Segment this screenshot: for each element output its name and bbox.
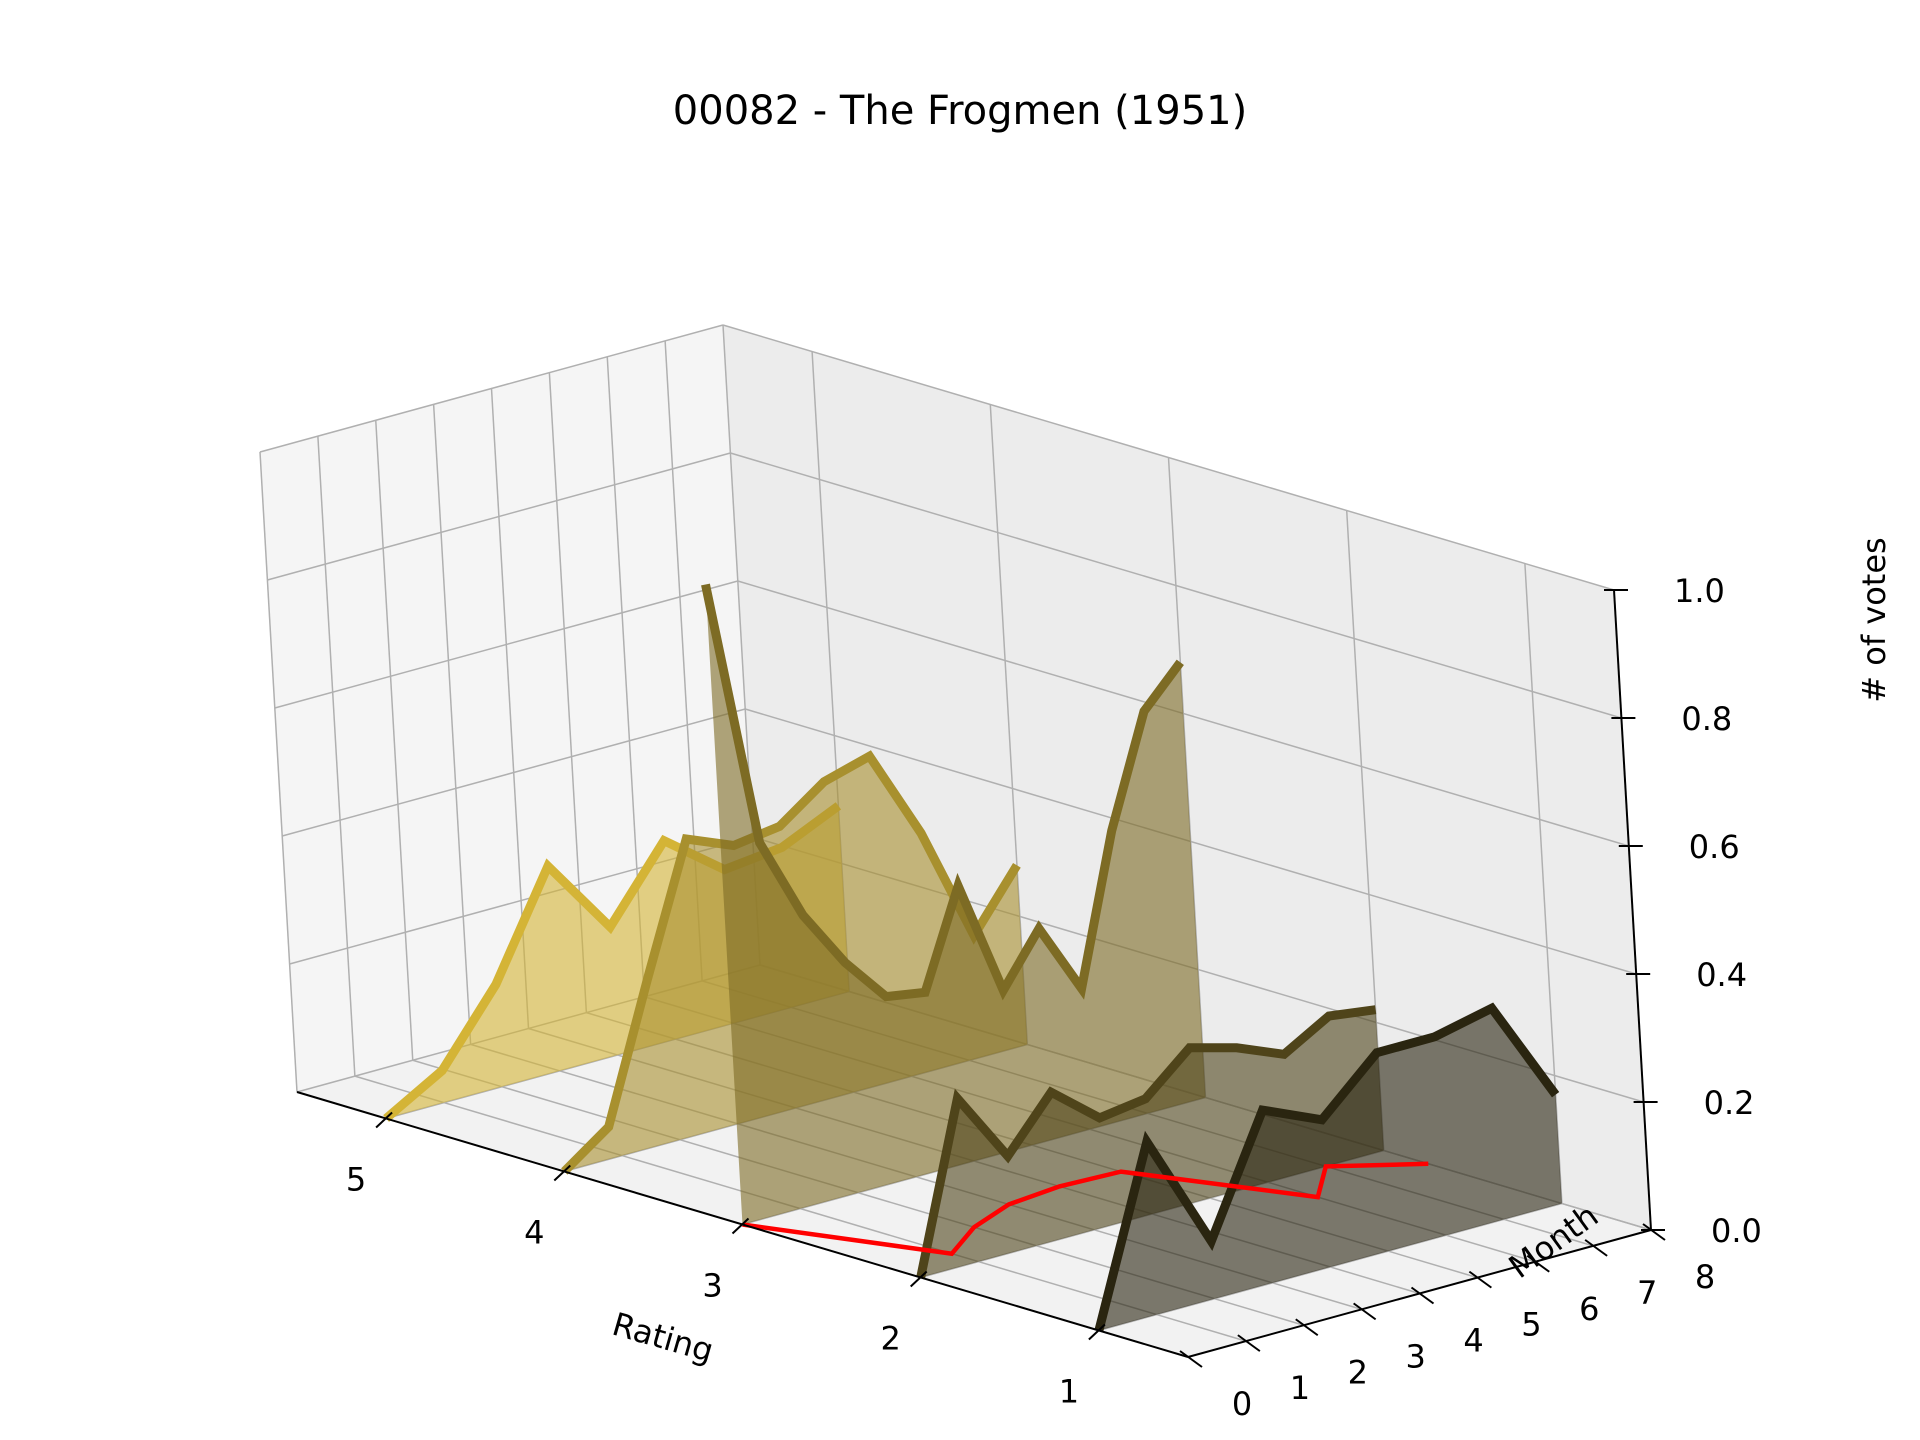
rating-tick-labels: 5 4 3 2 1 — [346, 1161, 1079, 1411]
rating-tick-mark — [731, 1217, 750, 1235]
month-tick-label: 5 — [1521, 1306, 1541, 1344]
rating-tick-mark — [1088, 1323, 1106, 1341]
votes-tick-label: 0.2 — [1704, 1084, 1755, 1122]
month-tick-mark — [1642, 1223, 1666, 1241]
month-tick-label: 8 — [1695, 1258, 1715, 1296]
month-tick-label: 2 — [1348, 1353, 1368, 1391]
series-rating-3 — [701, 583, 1206, 1225]
grid-line-back-votes — [744, 708, 1637, 975]
series-area-rating-1 — [1098, 1008, 1562, 1331]
axis-lines — [296, 589, 1666, 1368]
month-tick-mark — [1410, 1286, 1435, 1305]
x-axis-label: Rating — [608, 1305, 718, 1370]
rating-tick-mark — [553, 1164, 571, 1182]
month-tick-label: 1 — [1290, 1369, 1310, 1407]
month-tick-label: 3 — [1405, 1337, 1425, 1375]
month-tick-mark — [1353, 1302, 1377, 1321]
votes-tick-labels: 0.0 0.2 0.4 0.6 0.8 1.0 — [1674, 572, 1762, 1250]
series-line-rating-1 — [1094, 1002, 1560, 1332]
rating-tick-mark — [910, 1270, 928, 1288]
z-axis-label: # of votes — [1855, 537, 1893, 702]
grid-line-left-votes — [267, 452, 731, 581]
month-tick-mark — [1295, 1318, 1319, 1337]
grid-line-back-rating — [989, 404, 1029, 1045]
grid-line-back-votes — [722, 324, 1615, 591]
month-tick-mark — [1237, 1334, 1261, 1352]
month-tick-mark — [1584, 1239, 1608, 1257]
mean-rating-line — [742, 1161, 1429, 1257]
grid-line-back-rating — [1524, 563, 1563, 1204]
votes-tick-label: 1.0 — [1674, 572, 1725, 610]
rating-tick-mark — [375, 1111, 393, 1129]
grid-line-back-rating — [1167, 457, 1207, 1098]
grid-line-left-month — [317, 436, 356, 1077]
month-tick-label: 4 — [1463, 1322, 1483, 1360]
rating-tick-label: 2 — [881, 1320, 901, 1358]
votes-tick-label: 0.0 — [1711, 1212, 1762, 1250]
rating-tick-label: 5 — [346, 1161, 366, 1199]
series-rating-1 — [1094, 1002, 1562, 1332]
votes-tick-label: 0.8 — [1681, 700, 1732, 738]
grid-line-left-votes — [259, 324, 724, 453]
votes-axis-line — [1613, 589, 1652, 1231]
month-tick-label: 0 — [1232, 1385, 1252, 1423]
month-tick-mark — [1468, 1270, 1492, 1289]
grid-line-back-votes — [737, 580, 1630, 847]
rating-tick-label: 1 — [1059, 1373, 1079, 1411]
series-group — [383, 583, 1562, 1332]
series-line-rating-4 — [561, 750, 1021, 1175]
votes-tick-label: 0.6 — [1689, 828, 1740, 866]
month-tick-mark — [1526, 1254, 1550, 1273]
month-tick-label: 6 — [1579, 1290, 1599, 1328]
month-tick-mark — [1179, 1350, 1203, 1368]
rating-tick-label: 3 — [702, 1267, 722, 1305]
grid-line-left-month — [432, 404, 472, 1045]
grid-line-left-votes — [274, 580, 738, 709]
votes-tick-label: 0.4 — [1696, 956, 1747, 994]
grid-line-left-votes — [282, 708, 746, 837]
grid-line-left-month — [375, 420, 414, 1061]
grid-line-left-month — [259, 451, 298, 1093]
rating-tick-label: 4 — [524, 1214, 544, 1252]
month-tick-label: 7 — [1637, 1274, 1657, 1312]
grid-line-back-votes — [730, 452, 1622, 719]
series-line-rating-3 — [701, 583, 1184, 1002]
series-line-rating-2 — [916, 1005, 1377, 1279]
chart-title: 00082 - The Frogmen (1951) — [673, 88, 1247, 134]
